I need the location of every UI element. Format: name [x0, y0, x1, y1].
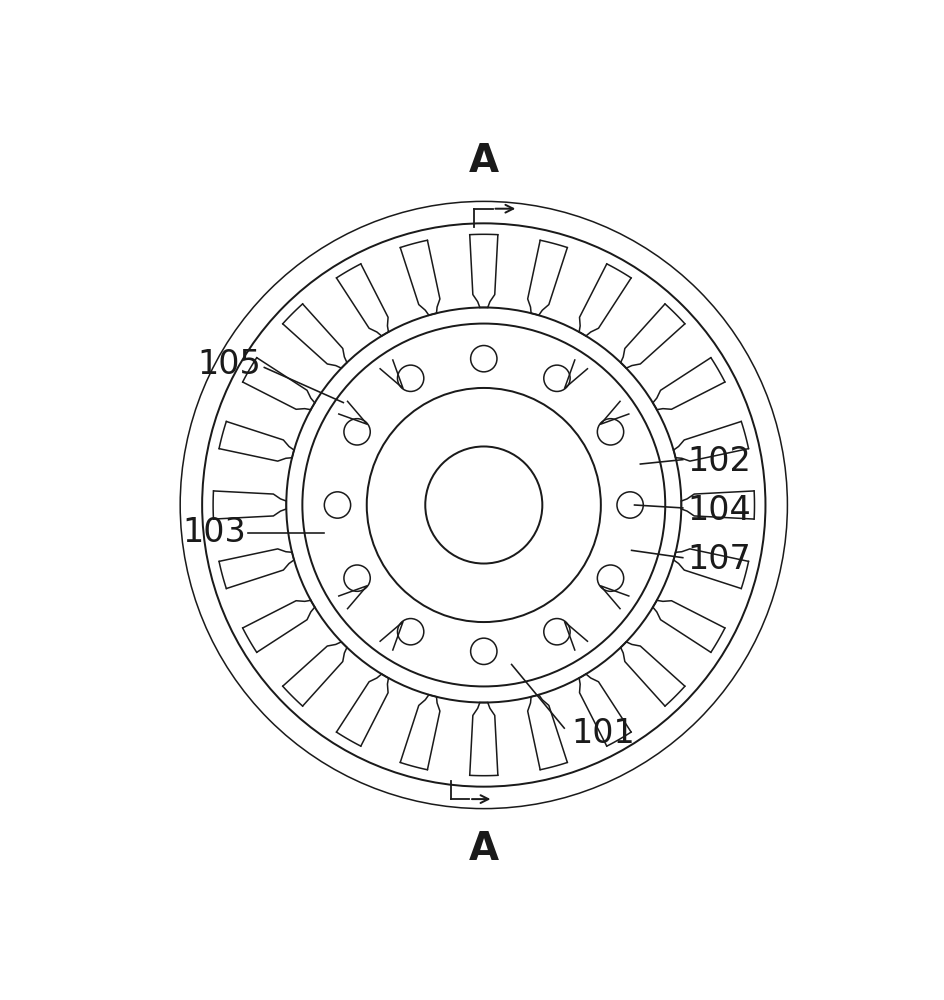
Text: 107: 107: [687, 543, 750, 576]
Text: 104: 104: [687, 494, 750, 527]
Text: A: A: [469, 142, 498, 180]
Text: A: A: [469, 830, 498, 868]
Text: 103: 103: [182, 516, 246, 549]
Text: 105: 105: [197, 348, 261, 381]
Text: 101: 101: [571, 717, 635, 750]
Text: 102: 102: [687, 445, 751, 478]
